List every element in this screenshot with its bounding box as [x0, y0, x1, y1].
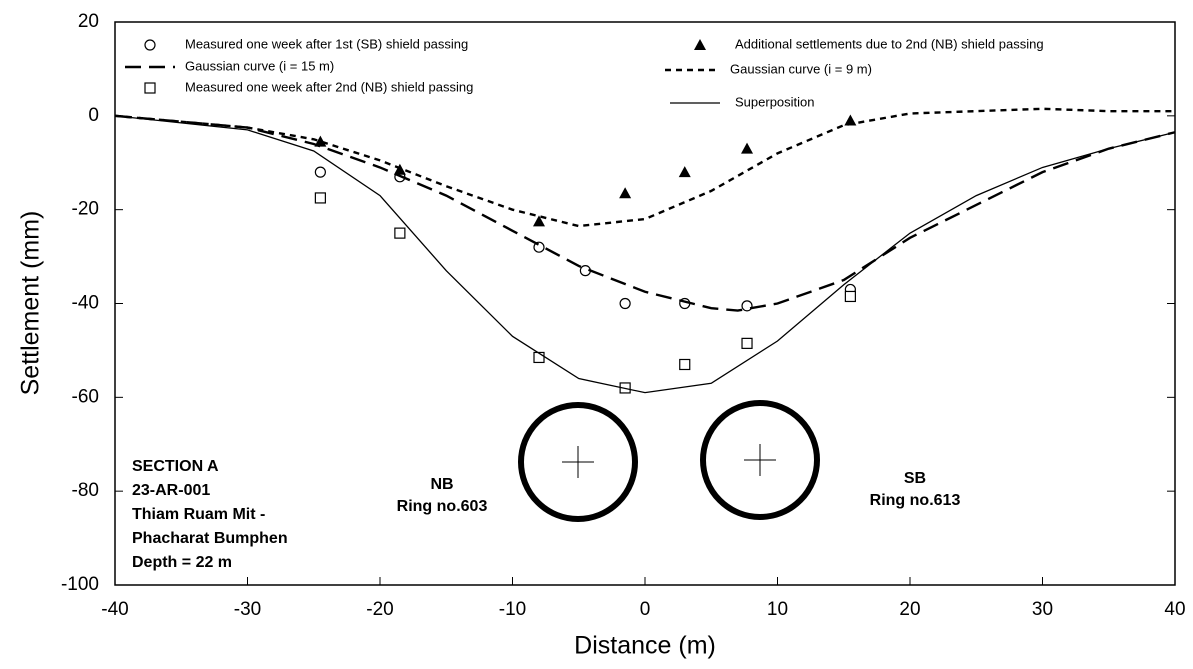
x-axis-title: Distance (m)	[574, 632, 716, 660]
legend-label: Additional settlements due to 2nd (NB) s…	[735, 36, 1044, 51]
chart: Distance (m) Settlement (mm) -100-80-60-…	[0, 0, 1193, 669]
annotation: NB	[430, 476, 453, 493]
annotation: Thiam Ruam Mit -	[132, 506, 265, 523]
annotation: Depth = 22 m	[132, 554, 232, 571]
point	[679, 166, 691, 177]
legend-label: Superposition	[735, 94, 815, 109]
plot-frame	[115, 22, 1175, 585]
series-line	[115, 109, 1175, 226]
annotation: Ring no.613	[870, 492, 961, 509]
point	[742, 338, 752, 348]
legend-swatch	[694, 39, 706, 50]
legend-label: Measured one week after 2nd (NB) shield …	[185, 79, 473, 94]
legend-label: Measured one week after 1st (SB) shield …	[185, 36, 468, 51]
point	[619, 187, 631, 198]
annotation: SECTION A	[132, 458, 219, 475]
point	[395, 228, 405, 238]
annotation: SB	[904, 470, 926, 487]
x-tick-label: 0	[640, 599, 651, 620]
series-line	[115, 116, 1175, 311]
y-tick-label: -80	[72, 480, 99, 501]
y-tick-label: -40	[72, 293, 99, 314]
y-tick-label: -100	[61, 574, 99, 595]
y-tick-label: -20	[72, 199, 99, 220]
x-tick-label: -20	[366, 599, 393, 620]
x-tick-label: 30	[1032, 599, 1053, 620]
point	[315, 193, 325, 203]
y-axis-title: Settlement (mm)	[17, 211, 45, 396]
x-tick-label: 10	[767, 599, 788, 620]
legend-label: Gaussian curve (i = 15 m)	[185, 58, 334, 73]
x-tick-label: -30	[234, 599, 261, 620]
x-tick-label: -40	[101, 599, 128, 620]
legend-swatch	[145, 40, 155, 50]
series-line	[115, 116, 1175, 393]
point	[315, 167, 325, 177]
annotation: Ring no.603	[397, 498, 488, 515]
tunnels	[521, 403, 817, 519]
annotation: Phacharat Bumphen	[132, 530, 288, 547]
y-tick-label: -60	[72, 386, 99, 407]
point	[680, 359, 690, 369]
legend-swatch	[145, 83, 155, 93]
point	[620, 299, 630, 309]
x-tick-label: 40	[1164, 599, 1185, 620]
point	[741, 143, 753, 154]
y-tick-label: 0	[88, 105, 99, 126]
y-tick-label: 20	[78, 11, 99, 32]
x-tick-label: -10	[499, 599, 526, 620]
x-tick-label: 20	[899, 599, 920, 620]
annotation: 23-AR-001	[132, 482, 210, 499]
legend-label: Gaussian curve (i = 9 m)	[730, 61, 872, 76]
point	[845, 291, 855, 301]
